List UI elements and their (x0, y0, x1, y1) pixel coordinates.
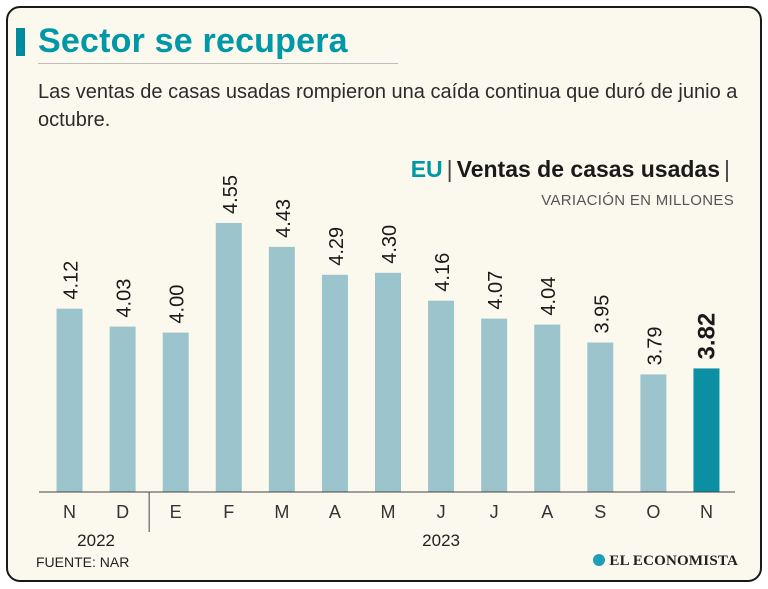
bar-9 (534, 324, 561, 492)
source-note: FUENTE: NAR (36, 554, 130, 570)
bar-12 (693, 368, 720, 492)
x-tick-label-9: A (541, 502, 553, 522)
bar-4 (268, 246, 295, 492)
x-tick-label-0: N (63, 502, 76, 522)
x-tick-label-8: J (490, 502, 499, 522)
bar-5 (321, 274, 348, 492)
value-label-3: 4.55 (220, 175, 242, 214)
value-label-0: 4.12 (61, 261, 83, 300)
value-label-5: 4.29 (326, 227, 348, 266)
bar-0 (56, 308, 83, 492)
brand-logo: EL ECONOMISTA (593, 553, 738, 570)
x-tick-label-5: A (329, 502, 341, 522)
legend-series-title: Ventas de casas usadas (456, 156, 721, 182)
page-subtitle: Las ventas de casas usadas rompieron una… (38, 81, 738, 131)
bar-2 (162, 332, 189, 492)
brand-name: EL ECONOMISTA (609, 553, 738, 569)
year-labels-group: 2022 2023 (77, 492, 460, 550)
year-label-2022: 2022 (77, 531, 115, 550)
title-accent-bar (16, 28, 25, 56)
value-label-11: 3.79 (644, 326, 666, 365)
bar-10 (587, 342, 614, 492)
page-title: Sector se recupera (38, 22, 348, 60)
value-label-7: 4.16 (432, 253, 454, 292)
value-label-10: 3.95 (591, 295, 613, 334)
value-label-9: 4.04 (538, 277, 560, 316)
bar-11 (640, 374, 667, 492)
legend-separator-end: | (724, 156, 730, 182)
value-labels-group: 4.12 4.03 4.00 4.55 4.43 4.29 4.30 4.16 4.07 4.04… (61, 175, 721, 365)
bar-chart: 4.12 4.03 4.00 4.55 4.43 4.29 4.30 4.16 4.07 4.04… (39, 175, 735, 550)
x-tick-label-6: M (381, 502, 396, 522)
bar-7 (428, 300, 455, 492)
title-divider (38, 63, 398, 64)
chart-legend: EU | Ventas de casas usadas | (411, 156, 734, 183)
value-label-1: 4.03 (114, 279, 136, 318)
legend-region: EU (410, 156, 443, 182)
bar-3 (215, 222, 242, 492)
x-tick-label-10: S (594, 502, 606, 522)
x-tick-label-12: N (700, 502, 713, 522)
value-label-4: 4.43 (273, 199, 295, 238)
value-label-6: 4.30 (379, 225, 401, 264)
value-label-8: 4.07 (485, 271, 507, 310)
value-label-2: 4.00 (167, 285, 189, 324)
bar-6 (375, 272, 401, 492)
x-tick-label-4: M (274, 502, 289, 522)
bar-1 (109, 326, 136, 492)
brand-globe-icon (593, 554, 606, 566)
year-label-2023: 2023 (422, 531, 460, 550)
x-tick-label-3: F (223, 502, 234, 522)
bars-group (56, 222, 720, 492)
value-label-12: 3.82 (693, 313, 720, 360)
chart-frame: Sector se recupera Las ventas de casas u… (6, 6, 762, 582)
x-tick-label-2: E (170, 502, 182, 522)
x-tick-label-7: J (437, 502, 446, 522)
bar-8 (481, 318, 508, 492)
x-tick-label-1: D (116, 502, 129, 522)
x-tick-label-11: O (646, 502, 660, 522)
legend-separator: | (446, 156, 453, 182)
chart-units: VARIACIÓN EN MILLONES (541, 192, 734, 209)
